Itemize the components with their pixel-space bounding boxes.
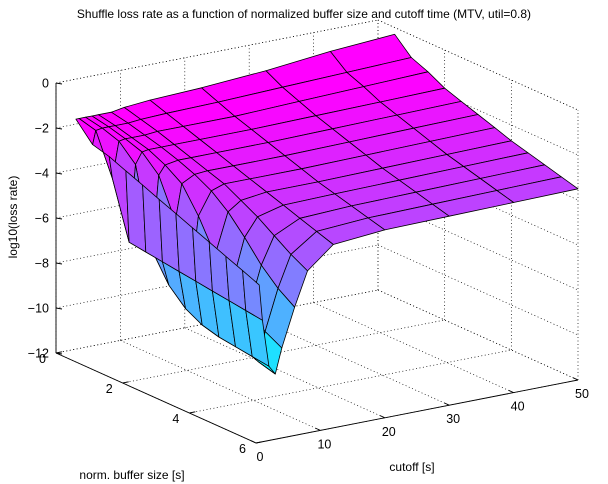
grid-line [377,289,579,381]
x-tick-label: 50 [575,387,589,401]
x-tick-mark [315,427,321,431]
z-tick-mark [55,217,63,220]
z-tick-mark [55,127,63,130]
grid-line [377,154,579,246]
z-tick-mark [55,307,63,310]
y-tick-label: 0 [39,352,46,366]
x-tick-mark [379,415,385,419]
x-tick-mark [250,440,257,444]
box-edge [377,19,579,111]
z-tick-label: −10 [28,302,49,316]
grid-line [122,319,445,384]
z-tick-label: −8 [35,257,49,271]
grid-line [377,199,579,291]
x-tick-label: 40 [511,400,525,414]
y-tick-label: 4 [172,412,179,426]
x-axis-label: cutoff [s] [389,460,434,474]
grid-line [313,302,514,393]
grid-line [249,314,450,406]
y-tick-label: 6 [239,442,246,456]
y-tick-label: 2 [106,382,113,396]
grid-line [377,244,579,336]
z-tick-label: −6 [35,212,49,226]
z-tick-mark [55,82,63,85]
x-tick-label: 10 [317,437,331,451]
grid-line [189,349,512,414]
grid-line [55,244,379,309]
z-tick-mark [55,262,63,265]
surface-mesh [75,33,579,375]
z-axis-label: log10(loss rate) [6,176,20,259]
x-axis-line [255,379,579,444]
z-tick-mark [55,172,63,175]
x-tick-mark [444,402,450,406]
z-tick-label: −4 [35,167,49,181]
z-tick-label: −12 [28,347,49,361]
y-axis-label: norm. buffer size [s] [79,468,184,482]
y-tick-mark [255,441,263,444]
box-edge [55,19,379,84]
grid-line [184,327,385,419]
grid-line [377,64,579,156]
grid-line [55,289,379,354]
chart-title: Shuffle loss rate as a function of norma… [77,7,531,21]
surface-patch [242,270,263,321]
x-tick-mark [508,389,514,394]
z-tick-label: 0 [42,77,49,91]
grid-line [120,340,321,431]
y-tick-mark [189,411,196,414]
z-tick-label: −2 [35,122,49,136]
x-tick-label: 0 [257,450,264,464]
x-tick-mark [572,377,579,381]
y-tick-mark [55,351,63,354]
x-tick-label: 30 [446,412,460,426]
y-axis-line [55,352,257,444]
x-tick-label: 20 [382,425,396,439]
y-tick-mark [122,381,129,384]
